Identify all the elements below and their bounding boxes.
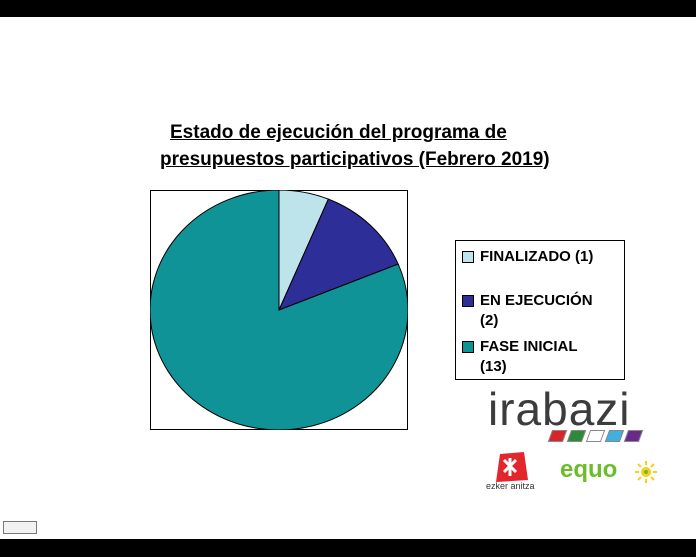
- pie-chart: [150, 190, 408, 430]
- chart-legend: FINALIZADO (1) EN EJECUCIÓN (2) FASE INI…: [455, 240, 625, 380]
- stripe-4: [604, 430, 625, 442]
- chart-title: Estado de ejecución del programa de pres…: [160, 119, 620, 173]
- legend-item-finalizado: FINALIZADO (1): [462, 247, 620, 267]
- top-black-bar: [0, 0, 696, 17]
- ezker-anitza-logo-text: ezker anitza: [486, 481, 535, 491]
- irabazi-color-stripes: [547, 430, 648, 442]
- legend-label-finalizado: FINALIZADO (1): [480, 248, 594, 265]
- pie-slice-fase-inicial: [150, 190, 408, 430]
- legend-swatch-en-ejecucion: [462, 295, 474, 307]
- equo-logo: equo: [560, 456, 618, 483]
- legend-swatch-finalizado: [462, 251, 474, 263]
- chart-title-line-1: Estado de ejecución del programa de: [170, 122, 507, 143]
- legend-item-fase-inicial: FASE INICIAL (13): [462, 337, 620, 377]
- legend-label-fase-inicial-line-2: (13): [480, 358, 507, 375]
- stripe-5: [623, 430, 644, 442]
- bottom-black-bar: [0, 539, 696, 557]
- pie-slice-en-ejecución: [278, 198, 399, 311]
- ezker-anitza-logo-icon: [496, 452, 528, 482]
- stripe-2: [566, 430, 587, 442]
- legend-swatch-fase-inicial: [462, 341, 474, 353]
- stripe-3: [585, 430, 606, 442]
- stripe-1: [547, 430, 568, 442]
- legend-label-fase-inicial-line-1: FASE INICIAL: [480, 338, 578, 355]
- legend-label-en-ejecucion-line-2: (2): [480, 312, 499, 329]
- equo-sun-icon: [635, 461, 657, 483]
- chart-title-line-2: presupuestos participativos (Febrero 201…: [160, 149, 550, 170]
- legend-item-en-ejecucion: EN EJECUCIÓN (2): [462, 291, 620, 331]
- slideshow-control-icon[interactable]: [3, 521, 37, 534]
- irabazi-logo: irabazi: [488, 383, 631, 435]
- legend-label-en-ejecucion-line-1: EN EJECUCIÓN: [480, 292, 593, 309]
